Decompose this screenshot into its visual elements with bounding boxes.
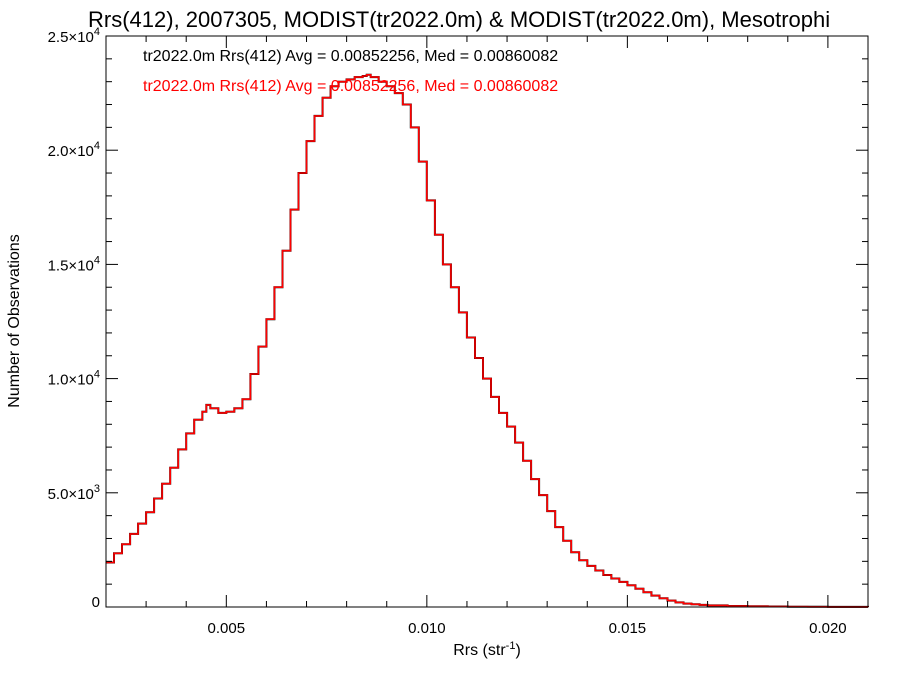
legend-entry-black: tr2022.0m Rrs(412) Avg = 0.00852256, Med… bbox=[143, 48, 558, 65]
x-axis-label-sup: -1 bbox=[506, 640, 516, 652]
y-tick-label: 2.0×104 bbox=[48, 140, 100, 160]
y-tick-label: 0 bbox=[92, 594, 100, 611]
x-tick-label: 0.020 bbox=[809, 620, 847, 637]
series-layer bbox=[106, 73, 869, 608]
x-axis-label-text: Rrs (str bbox=[453, 642, 506, 659]
series-line-0 bbox=[106, 73, 869, 608]
y-tick-label: 5.0×103 bbox=[48, 483, 100, 503]
x-tick-label: 0.015 bbox=[609, 620, 647, 637]
y-tick-label: 1.5×104 bbox=[48, 254, 100, 274]
chart-title: Rrs(412), 2007305, MODIST(tr2022.0m) & M… bbox=[88, 7, 830, 32]
y-tick-label: 1.0×104 bbox=[48, 369, 100, 389]
legend-entry-red: tr2022.0m Rrs(412) Avg = 0.00852256, Med… bbox=[143, 78, 558, 95]
series-line-1 bbox=[106, 74, 869, 608]
x-tick-label: 0.010 bbox=[408, 620, 446, 637]
y-axis-label: Number of Observations bbox=[6, 234, 23, 407]
x-axis-label: Rrs (str-1) bbox=[453, 640, 521, 659]
x-tick-label: 0.005 bbox=[208, 620, 246, 637]
ticks-layer: 0.005 0.010 0.015 0.020 0 5.0×103 1.0×104 1.5×1… bbox=[48, 26, 868, 637]
x-axis-label-close: ) bbox=[515, 642, 520, 659]
plot-frame bbox=[105, 35, 869, 608]
y-tick-label: 2.5×104 bbox=[48, 26, 100, 46]
